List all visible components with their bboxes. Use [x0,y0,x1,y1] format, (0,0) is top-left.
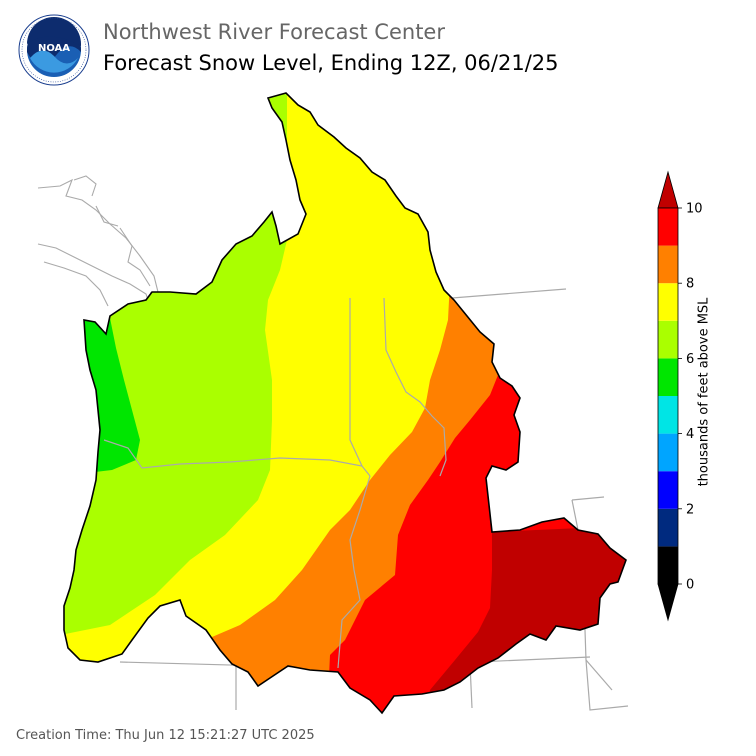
colorbar-bin [658,508,678,547]
colorbar-under-arrow [657,583,679,622]
colorbar-bin [658,433,678,472]
colorbar-bin [658,245,678,284]
colorbar-bin [658,283,678,321]
colorbar-tick-label: 4 [686,427,694,442]
colorbar-tick-label: 10 [686,202,703,217]
colorbar-label: thousands of feet above MSL [696,297,712,487]
page-title: Forecast Snow Level, Ending 12Z, 06/21/2… [103,51,559,75]
colorbar-tick-label: 2 [686,502,694,517]
colorbar-tick-label: 6 [686,352,694,367]
colorbar-bin [658,208,678,246]
organization-title: Northwest River Forecast Center [103,20,445,44]
noaa-logo-icon: NOAA [18,14,90,86]
colorbar-bin [658,471,678,509]
colorbar-frame [657,207,679,585]
colorbar-tick-label: 0 [686,578,694,593]
colorbar-bin [658,396,678,434]
creation-time: Creation Time: Thu Jun 12 15:21:27 UTC 2… [16,728,315,743]
colorbar: 0 2 4 6 8 10 [657,170,703,622]
noaa-logo-text: NOAA [38,43,70,54]
colorbar-tick-label: 8 [686,277,694,292]
colorbar-bin [658,546,678,584]
colorbar-bin [658,320,678,359]
colorbar-over-arrow [657,170,679,209]
colorbar-bin [658,358,678,396]
